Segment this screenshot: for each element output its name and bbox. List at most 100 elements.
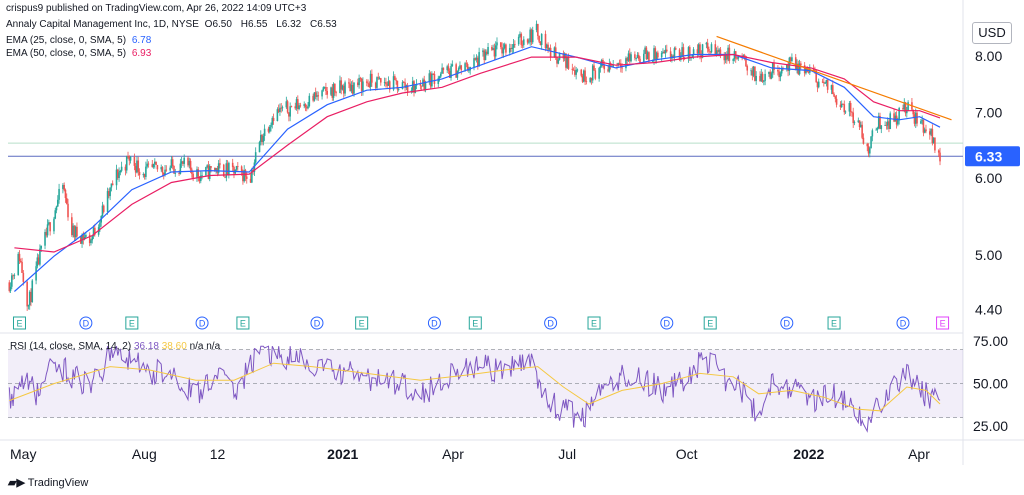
candle-body: [681, 47, 683, 57]
candle-body: [35, 266, 37, 281]
candle-body: [620, 63, 622, 68]
earnings-marker: [125, 316, 139, 330]
candle-body: [438, 76, 441, 79]
candle-body: [558, 53, 561, 60]
candle-body: [931, 128, 934, 144]
candle-body: [653, 48, 655, 61]
candle-body: [664, 49, 667, 54]
candle-body: [557, 59, 560, 64]
event-label: D: [664, 319, 671, 329]
candle-body: [934, 137, 936, 151]
candle-body: [437, 78, 440, 84]
candle-body: [897, 120, 899, 125]
candle-body: [556, 57, 558, 64]
candle-body: [482, 50, 484, 53]
candle-body: [473, 58, 475, 67]
candle-body: [880, 125, 883, 130]
earnings-marker: [587, 316, 601, 330]
candle-body: [824, 82, 826, 84]
candle-body: [562, 53, 565, 59]
candle-body: [192, 173, 194, 178]
candle-body: [124, 166, 127, 171]
candle-body: [308, 95, 311, 107]
candle-body: [737, 56, 740, 59]
candle-body: [82, 234, 85, 240]
candle-body: [852, 112, 855, 124]
candle-body: [249, 178, 252, 183]
candle-body: [30, 291, 32, 303]
candle-body: [526, 39, 529, 43]
candle-body: [208, 166, 211, 179]
candle-body: [494, 45, 497, 57]
tradingview-branding[interactable]: ▰▶ TradingView: [8, 477, 89, 489]
candle-body: [705, 42, 708, 45]
price-tick-label: 7.00: [975, 105, 1002, 121]
candle-body: [108, 191, 110, 197]
candle-body: [648, 52, 650, 62]
candle-body: [875, 129, 877, 131]
candle-body: [519, 33, 521, 37]
candle-body: [169, 167, 171, 171]
candle-body: [563, 53, 566, 59]
candle-body: [323, 86, 326, 88]
candle-body: [376, 77, 378, 88]
event-label: D: [199, 319, 206, 329]
candle-body: [253, 162, 256, 173]
candle-body: [402, 82, 405, 84]
candle-body: [840, 103, 843, 108]
candle-body: [358, 77, 360, 86]
candle-body: [816, 82, 819, 88]
candle-body: [428, 73, 431, 83]
candle-body: [903, 102, 906, 110]
earnings-marker: [468, 316, 482, 330]
candle-body: [600, 60, 603, 67]
candle-body: [340, 80, 343, 90]
candle-body: [628, 53, 631, 62]
candle-body: [71, 217, 73, 236]
candle-body: [219, 163, 221, 165]
candle-body: [259, 134, 262, 143]
price-tick-label: 6.00: [975, 170, 1002, 186]
candle-body: [182, 161, 184, 164]
candle-body: [127, 156, 129, 157]
candle-body: [330, 87, 332, 95]
rsi-legend-part: n/a: [190, 341, 207, 352]
candle-body: [663, 51, 666, 54]
candle-body: [268, 126, 271, 132]
candle-body: [110, 183, 113, 188]
candle-body: [120, 166, 123, 171]
candle-body: [180, 161, 183, 164]
candle-body: [55, 206, 58, 211]
candle-body: [316, 95, 318, 97]
candle-body: [937, 150, 940, 153]
candle-body: [383, 82, 386, 83]
candle-body: [886, 121, 889, 126]
candle-body: [528, 41, 530, 43]
candle-body: [48, 222, 50, 225]
ohlc-open: O6.50: [204, 19, 232, 30]
candle-body: [27, 305, 30, 307]
last-price-badge: [965, 146, 1020, 167]
candle-body: [823, 82, 825, 83]
candle-body: [341, 85, 344, 90]
candle-body: [907, 102, 909, 111]
candle-body: [262, 135, 265, 143]
candle-body: [217, 163, 220, 173]
candle-body: [612, 64, 614, 67]
candle-body: [237, 166, 239, 167]
candle-body: [549, 47, 552, 57]
candle-body: [362, 81, 364, 91]
candle-body: [91, 236, 94, 241]
candle-body: [789, 57, 792, 62]
tradingview-logo-icon: ▰▶: [8, 477, 25, 489]
candle-body: [290, 106, 293, 108]
candle-body: [215, 168, 217, 171]
candle-body: [442, 67, 445, 71]
candle-body: [777, 69, 779, 72]
candle-body: [645, 47, 648, 60]
candle-body: [272, 117, 275, 122]
candle-body: [74, 226, 77, 238]
currency-button[interactable]: USD: [972, 22, 1012, 44]
dividend-marker: [427, 316, 441, 330]
